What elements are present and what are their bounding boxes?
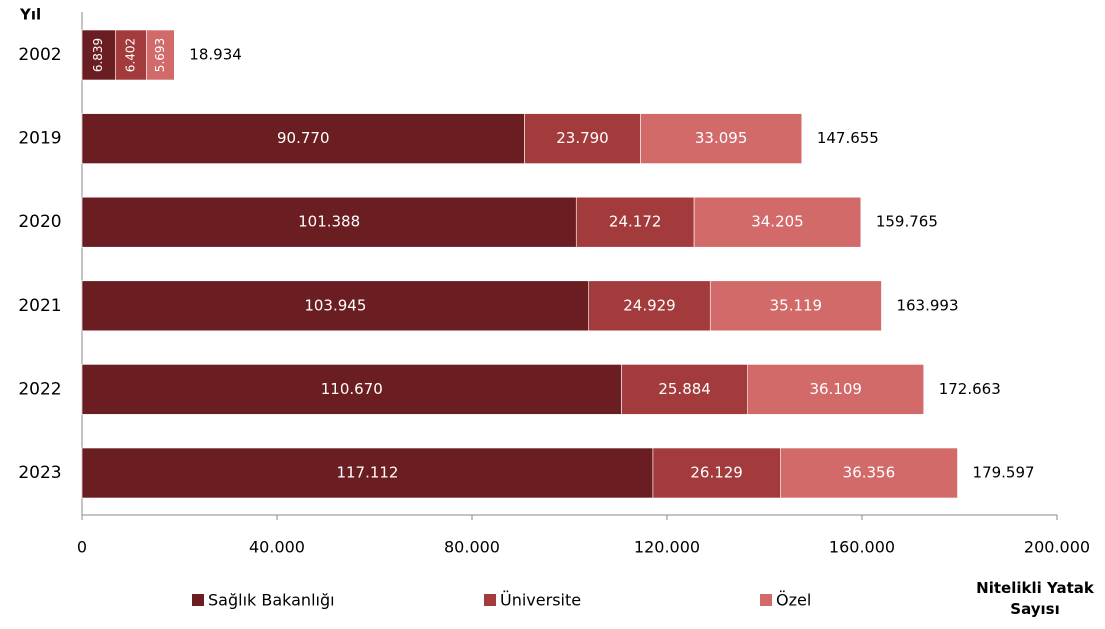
data-label: 90.770 bbox=[277, 129, 330, 147]
data-label: 35.119 bbox=[770, 296, 823, 314]
bar-segment bbox=[640, 113, 803, 164]
data-label: 36.356 bbox=[843, 464, 896, 482]
y-tick-label: 2002 bbox=[18, 45, 61, 65]
x-tick-label: 120.000 bbox=[634, 538, 700, 557]
bar-segment bbox=[693, 196, 862, 248]
legend-swatch bbox=[760, 594, 772, 606]
data-label: 6.402 bbox=[123, 38, 137, 72]
data-label: 5.693 bbox=[153, 38, 167, 72]
total-label: 18.934 bbox=[189, 46, 242, 64]
total-label: 163.993 bbox=[896, 296, 958, 314]
legend-swatch bbox=[192, 594, 204, 606]
legend-label: Üniversite bbox=[500, 591, 581, 610]
x-tick-label: 0 bbox=[77, 538, 87, 557]
data-label: 24.929 bbox=[623, 296, 676, 314]
x-tick-label: 40.000 bbox=[249, 538, 305, 557]
legend-label: Özel bbox=[776, 591, 811, 610]
data-label: 36.109 bbox=[809, 380, 862, 398]
x-tick-label: 160.000 bbox=[829, 538, 895, 557]
data-label: 6.839 bbox=[91, 38, 105, 72]
bar-segment bbox=[146, 29, 175, 81]
bar-segment bbox=[115, 29, 147, 81]
data-label: 34.205 bbox=[751, 213, 804, 231]
y-axis-label: Yıl bbox=[19, 6, 41, 24]
bar-segment bbox=[652, 447, 781, 499]
x-axis-label: Nitelikli Yatak Sayısı bbox=[976, 579, 1094, 618]
bar-segment bbox=[588, 280, 711, 332]
data-label: 25.884 bbox=[658, 380, 711, 398]
data-label: 26.129 bbox=[690, 464, 743, 482]
legend-label: Sağlık Bakanlığı bbox=[208, 591, 335, 610]
data-label: 117.112 bbox=[336, 464, 398, 482]
bar-segment bbox=[81, 364, 622, 415]
total-label: 147.655 bbox=[817, 129, 879, 147]
y-tick-label: 2023 bbox=[18, 463, 61, 483]
total-label: 172.663 bbox=[939, 380, 1001, 398]
bar-segment bbox=[779, 447, 958, 499]
y-tick-label: 2022 bbox=[18, 379, 61, 399]
bar-segment bbox=[747, 364, 925, 415]
bar-segment bbox=[81, 29, 116, 81]
bar-segment bbox=[575, 196, 695, 248]
total-label: 179.597 bbox=[973, 464, 1035, 482]
data-label: 103.945 bbox=[304, 296, 366, 314]
y-tick-label: 2021 bbox=[18, 296, 61, 316]
data-label: 110.670 bbox=[321, 380, 383, 398]
data-label: 24.172 bbox=[609, 213, 662, 231]
x-tick-label: 80.000 bbox=[444, 538, 500, 557]
x-tick-label: 200.000 bbox=[1024, 538, 1090, 557]
bar-segment bbox=[621, 364, 749, 415]
data-label: 23.790 bbox=[556, 129, 609, 147]
bar-segment bbox=[81, 447, 654, 499]
legend-swatch bbox=[484, 594, 496, 606]
bar-segment bbox=[81, 196, 577, 248]
total-label: 159.765 bbox=[876, 213, 938, 231]
y-tick-label: 2019 bbox=[18, 129, 61, 149]
y-tick-label: 2020 bbox=[18, 212, 61, 232]
data-label: 101.388 bbox=[298, 213, 360, 231]
bar-segment bbox=[709, 280, 882, 332]
data-label: 33.095 bbox=[695, 129, 748, 147]
